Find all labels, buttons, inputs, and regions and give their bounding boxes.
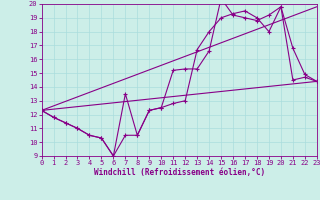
X-axis label: Windchill (Refroidissement éolien,°C): Windchill (Refroidissement éolien,°C) <box>94 168 265 177</box>
